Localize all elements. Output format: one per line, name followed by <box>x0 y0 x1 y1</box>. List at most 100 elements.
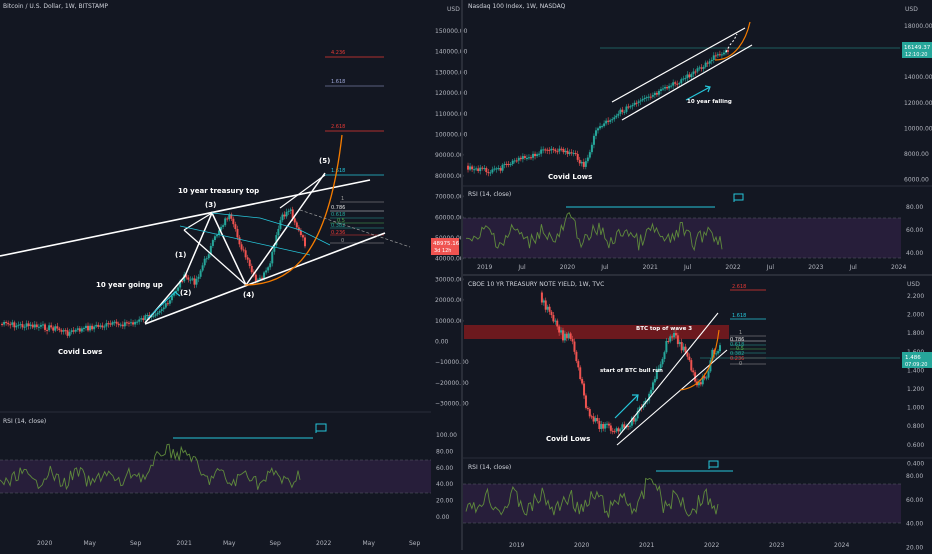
candle <box>611 430 614 432</box>
candle <box>714 55 717 57</box>
x-tick-label: 2019 <box>477 264 492 271</box>
candle <box>720 54 723 56</box>
candle <box>613 431 616 433</box>
btc-panel[interactable]: Bitcoin / U.S. Dollar, 1W, BITSTAMP USD … <box>0 0 469 412</box>
candle <box>242 249 245 251</box>
candle <box>105 323 108 327</box>
candle <box>688 74 691 78</box>
btc-rsi-axis[interactable]: 100.00 80.00 60.00 40.00 20.00 0.00 <box>436 432 457 521</box>
candle <box>60 330 63 332</box>
btc-rsi-title: RSI (14, close) <box>3 418 46 425</box>
tnx-y-axis[interactable]: 2.2002.0001.8001.6001.4001.2001.0000.800… <box>907 293 924 467</box>
btc-x-axis[interactable]: 2020 May Sep 2021 May Sep 2022 May Sep <box>37 540 421 547</box>
candle <box>630 417 633 426</box>
candle <box>146 314 149 316</box>
candle <box>588 409 591 417</box>
candle <box>708 61 711 64</box>
candle <box>680 342 683 351</box>
y-tick-label: −30000.00 <box>435 401 469 408</box>
y-tick-label: 0.00 <box>435 339 449 346</box>
candle <box>125 322 128 324</box>
candle <box>590 416 593 418</box>
y-tick-label: 120000.00 <box>435 90 468 97</box>
tnx-covid-label: Covid Lows <box>546 435 590 443</box>
candle <box>132 322 135 325</box>
tnx-x-axis[interactable]: 2019 2020 2021 2022 2023 2024 <box>509 542 849 549</box>
candle <box>674 333 677 336</box>
candle <box>232 218 235 225</box>
candle <box>701 376 704 385</box>
candle <box>692 71 695 75</box>
candle <box>130 322 133 324</box>
candle <box>664 87 667 89</box>
candle <box>607 120 610 122</box>
tnx-rsi-line <box>465 477 719 518</box>
candle <box>5 321 8 323</box>
candle <box>297 227 300 231</box>
candle <box>487 172 490 174</box>
candle <box>66 330 69 336</box>
candle <box>121 324 124 327</box>
candle <box>9 324 12 326</box>
candle <box>13 322 16 328</box>
candle <box>710 59 713 62</box>
candle <box>686 74 689 79</box>
ndx-x-axis[interactable]: 2019 Jul 2020 Jul 2021 Jul 2022 Jul 2023 Jul 2024 <box>477 264 906 271</box>
btc-top-wave3-label: BTC top of wave 3 <box>636 326 692 332</box>
tnx-drawings <box>614 312 728 446</box>
candle <box>62 330 65 332</box>
candle <box>509 164 512 166</box>
candle <box>665 341 668 353</box>
candle <box>117 323 120 326</box>
candle <box>568 152 571 154</box>
x-tick-label: 2021 <box>643 264 658 271</box>
candle <box>240 244 243 250</box>
candle <box>629 425 631 427</box>
candle <box>142 318 145 321</box>
candle <box>647 96 650 98</box>
candle <box>705 377 708 379</box>
x-tick-label: 2022 <box>725 264 740 271</box>
candle <box>226 218 229 220</box>
x-tick-label: 2020 <box>37 540 52 547</box>
ndx-panel[interactable]: Nasdaq 100 Index, 1W, NASDAQ USD 18000.0… <box>467 3 932 184</box>
candle <box>179 280 182 288</box>
candle <box>561 330 564 341</box>
y-tick-label: −20000.00 <box>435 380 469 387</box>
x-tick-label: May <box>84 540 97 547</box>
candle <box>666 87 669 89</box>
x-tick-label: 2023 <box>769 542 784 549</box>
ndx-rsi-axis[interactable]: 80.00 60.00 40.00 <box>906 204 923 257</box>
candle <box>89 325 92 331</box>
candle <box>573 341 576 352</box>
candle <box>605 120 608 124</box>
y-tick-label: −10000.00 <box>435 359 469 366</box>
btc-rsi-panel[interactable]: RSI (14, close) 100.00 80.00 60.00 40.00 20.… <box>0 411 457 521</box>
candle <box>246 257 249 260</box>
candle <box>503 163 506 165</box>
candle <box>567 333 570 338</box>
candle <box>648 393 651 401</box>
fib-label: 1 <box>341 196 344 202</box>
candle <box>655 92 658 95</box>
fib-label: 1 <box>739 330 742 336</box>
candle <box>93 326 96 330</box>
candle <box>46 329 49 331</box>
candle <box>273 245 276 252</box>
candle <box>154 314 157 316</box>
candle <box>150 316 153 318</box>
candle <box>592 135 595 145</box>
tnx-rsi-panel[interactable]: RSI (14, close) 80.00 60.00 40.00 20.00 201… <box>463 457 932 551</box>
candle <box>39 325 42 327</box>
tnx-panel[interactable]: CBOE 10 YR TREASURY NOTE YIELD, 1W, TVC … <box>464 281 932 467</box>
candle <box>560 330 563 333</box>
candle <box>662 88 665 90</box>
candle <box>525 158 528 160</box>
candle <box>291 209 294 219</box>
tnx-rsi-axis[interactable]: 80.00 60.00 40.00 20.00 <box>906 473 923 551</box>
candle <box>546 306 549 310</box>
candle <box>586 157 589 162</box>
y-tick-label: 10000.00 <box>435 318 464 325</box>
